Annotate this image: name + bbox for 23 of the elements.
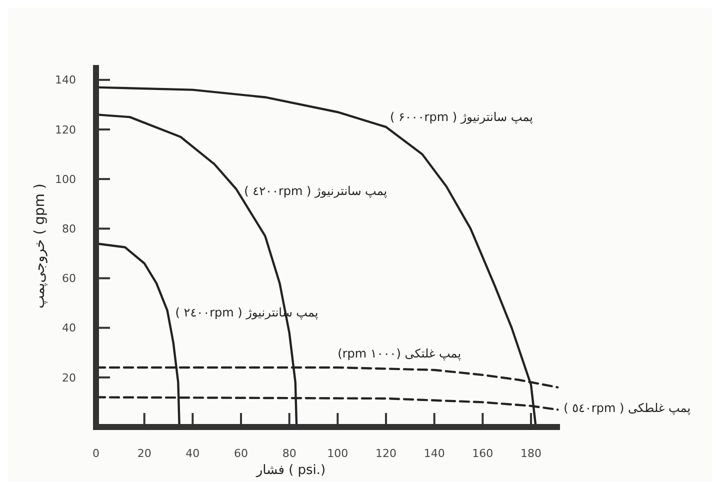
x-tick-label: 20 <box>137 447 152 460</box>
series-label: پمپ سانترنیوژ ( ٤٢٠٠rpm ) <box>244 184 388 198</box>
series-label: پمپ سانترنیوژ ( ۶۰۰۰rpm ) <box>390 110 533 124</box>
x-tick-label: 60 <box>234 447 248 460</box>
x-tick-label: 80 <box>282 447 296 460</box>
x-tick-label: 0 <box>92 447 100 460</box>
y-tick-label: 40 <box>62 322 76 335</box>
y-tick-label: 20 <box>62 371 76 384</box>
x-tick-label: 140 <box>424 447 445 460</box>
series-label: پمپ غلتکی (۱۰۰۰ rpm) <box>338 346 462 361</box>
y-axis-title: خروجی‌پمپ ( gpm ) <box>32 184 48 308</box>
x-tick-label: 180 <box>520 447 542 460</box>
y-tick-label: 120 <box>55 123 76 136</box>
x-tick-label: 160 <box>472 447 494 460</box>
x-axis-title: فشار ( psi.) <box>255 463 326 478</box>
y-tick-label: 100 <box>55 172 76 186</box>
series-label: پمپ غلطکی ( ٥٤٠rpm ) <box>564 400 691 415</box>
y-tick-label: 80 <box>62 222 76 236</box>
x-tick-label: 100 <box>327 447 348 460</box>
y-tick-label: 60 <box>62 272 76 286</box>
y-tick-label: 140 <box>55 74 76 87</box>
x-tick-label: 120 <box>376 447 396 460</box>
x-tick-label: 40 <box>186 447 200 460</box>
